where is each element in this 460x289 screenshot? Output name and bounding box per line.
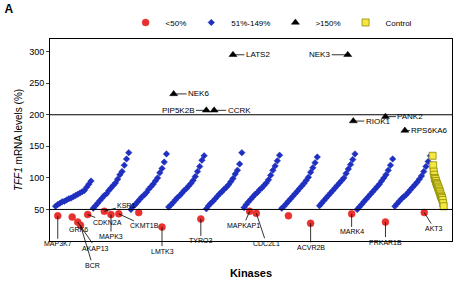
svg-text:50: 50	[34, 205, 44, 215]
svg-text:300: 300	[29, 47, 44, 57]
svg-text:CDKN2A: CDKN2A	[93, 219, 122, 226]
svg-text:MAPKAP1: MAPKAP1	[227, 222, 260, 229]
svg-text:200: 200	[29, 110, 44, 120]
svg-text:A: A	[5, 2, 14, 16]
svg-text:TFF1 mRNA levels (%): TFF1 mRNA levels (%)	[13, 89, 24, 191]
svg-text:ACVR2B: ACVR2B	[297, 244, 325, 251]
svg-text:<50%: <50%	[166, 19, 187, 28]
svg-text:GRK6: GRK6	[69, 226, 88, 233]
svg-text:MAP3K7: MAP3K7	[44, 240, 72, 247]
svg-text:BCR: BCR	[85, 262, 100, 269]
svg-text:LATS2: LATS2	[246, 50, 270, 59]
svg-text:RPS6KA6: RPS6KA6	[411, 126, 448, 135]
svg-text:51%-149%: 51%-149%	[231, 19, 270, 28]
svg-text:NEK3: NEK3	[309, 50, 330, 59]
svg-text:MARK4: MARK4	[340, 228, 364, 235]
svg-text:PANK2: PANK2	[397, 112, 423, 121]
svg-text:250: 250	[29, 78, 44, 88]
svg-text:AKAP13: AKAP13	[82, 245, 109, 252]
svg-text:PRKAR1B: PRKAR1B	[369, 239, 402, 246]
svg-text:CCRK: CCRK	[228, 106, 251, 115]
svg-text:NEK6: NEK6	[188, 89, 209, 98]
svg-text:CKMT1B: CKMT1B	[130, 222, 159, 229]
svg-text:KSR1: KSR1	[117, 202, 135, 209]
svg-text:PIP5K2B: PIP5K2B	[162, 106, 194, 115]
svg-text:CDC2L1: CDC2L1	[253, 240, 280, 247]
svg-text:100: 100	[29, 173, 44, 183]
svg-text:150: 150	[29, 141, 44, 151]
svg-text:>150%: >150%	[315, 19, 340, 28]
svg-text:MAPK3: MAPK3	[99, 233, 123, 240]
svg-text:TYRO3: TYRO3	[189, 237, 212, 244]
svg-text:AKT3: AKT3	[425, 225, 443, 232]
svg-text:Control: Control	[386, 19, 412, 28]
svg-text:Kinases: Kinases	[230, 267, 272, 279]
svg-text:RIOK1: RIOK1	[366, 117, 391, 126]
svg-text:LMTK3: LMTK3	[151, 248, 174, 255]
